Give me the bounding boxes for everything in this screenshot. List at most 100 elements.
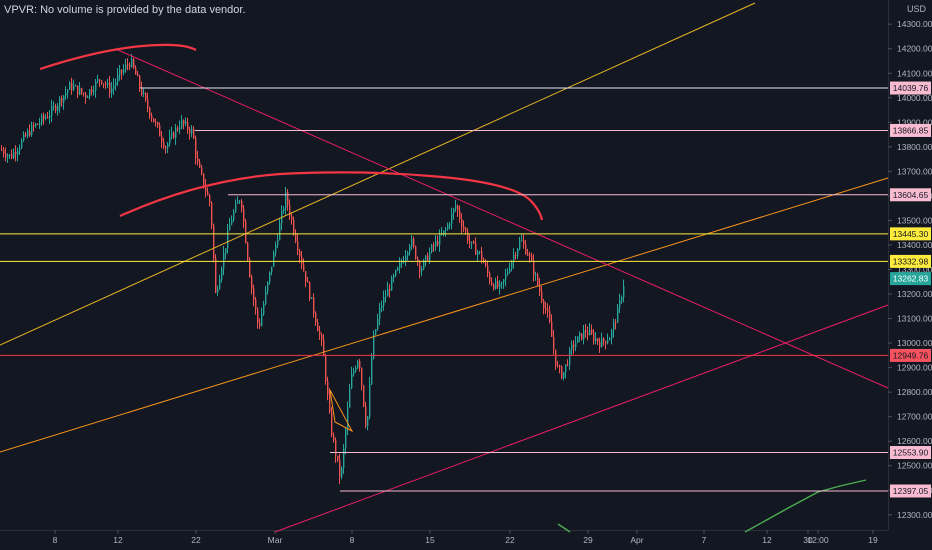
candle-body xyxy=(515,254,517,256)
price-tick-label: 12800.00 xyxy=(897,387,932,397)
candle-body xyxy=(553,336,555,350)
candle-body xyxy=(33,125,35,127)
candle-body xyxy=(337,455,339,460)
candle-body xyxy=(623,286,625,298)
candle-body xyxy=(203,173,205,187)
candle-body xyxy=(531,255,533,261)
candle-body xyxy=(447,224,449,230)
price-tick-label: 12300.00 xyxy=(897,510,932,520)
candle-body xyxy=(547,309,549,312)
candle-body xyxy=(523,240,525,245)
candle-body xyxy=(117,74,119,83)
drawing-layer xyxy=(0,2,889,533)
candle-body xyxy=(167,143,169,149)
candle-body xyxy=(229,224,231,231)
candle-body xyxy=(485,262,487,266)
candle-body xyxy=(449,223,451,225)
candle-body xyxy=(525,244,527,254)
candle-body xyxy=(249,259,251,277)
last-price-tag: 13262.83 xyxy=(893,274,929,284)
candle-body xyxy=(69,82,71,90)
candle-body xyxy=(593,333,595,341)
candle-body xyxy=(487,265,489,274)
candle-body xyxy=(295,233,297,242)
candle-body xyxy=(341,467,343,477)
candle-body xyxy=(99,79,101,81)
candle-body xyxy=(159,125,161,137)
currency-unit[interactable]: USD xyxy=(907,4,927,14)
price-tick-label: 13000.00 xyxy=(897,338,932,348)
candle-body xyxy=(387,288,389,297)
candle-body xyxy=(621,297,623,301)
candle-body xyxy=(241,200,243,209)
candle-body xyxy=(517,248,519,256)
candle-body xyxy=(535,274,537,276)
candle-body xyxy=(533,260,535,276)
triangle-drawing xyxy=(329,389,354,433)
candle-body xyxy=(359,360,361,369)
candle-body xyxy=(339,459,341,477)
candle-body xyxy=(561,366,563,378)
candle-body xyxy=(499,283,501,288)
candle-body xyxy=(261,314,263,326)
candle-body xyxy=(301,256,303,265)
candle-body xyxy=(389,288,391,291)
candle-body xyxy=(185,121,187,124)
descending-trendline-pink xyxy=(117,49,889,389)
price-tick-label: 13900.00 xyxy=(897,117,932,127)
candle-body xyxy=(119,69,121,75)
candle-body xyxy=(541,291,543,301)
candle-body xyxy=(125,64,127,70)
price-tick-label: 12900.00 xyxy=(897,363,932,373)
candle-body xyxy=(309,282,311,299)
price-tick-label: 12700.00 xyxy=(897,412,932,422)
candle-body xyxy=(307,281,309,283)
candle-body xyxy=(399,263,401,268)
time-tick-label: 30 xyxy=(803,535,813,545)
price-tags: 14039.76 13866.85 13604.65 13445.30 13332.98… xyxy=(890,81,931,498)
level-price-tag: 13332.98 xyxy=(893,256,929,266)
price-tick-label: 13300.00 xyxy=(897,265,932,275)
candle-body xyxy=(305,271,307,282)
candle-body xyxy=(217,289,219,293)
candle-body xyxy=(205,186,207,192)
candle-body xyxy=(373,334,375,358)
candle-body xyxy=(245,221,247,243)
candle-body xyxy=(11,154,13,158)
candle-body xyxy=(27,131,29,136)
candle-body xyxy=(457,205,459,211)
candle-body xyxy=(285,191,287,209)
candle-body xyxy=(401,262,403,264)
candle-body xyxy=(397,267,399,271)
candle-body xyxy=(393,275,395,278)
candle-body xyxy=(571,344,573,350)
candle-body xyxy=(23,134,25,141)
horizontal-levels xyxy=(0,87,888,492)
candle-body xyxy=(323,339,325,357)
candle-body xyxy=(223,253,225,269)
candle-body xyxy=(105,83,107,85)
candle-body xyxy=(121,69,123,73)
candle-body xyxy=(453,208,455,214)
candle-body xyxy=(5,154,7,158)
candle-body xyxy=(423,260,425,270)
candle-body xyxy=(417,258,419,262)
candle-body xyxy=(129,65,131,67)
price-tick-label: 13500.00 xyxy=(897,215,932,225)
arc-middle xyxy=(119,171,544,221)
candle-body xyxy=(461,218,463,227)
candle-body xyxy=(577,336,579,343)
price-tick-label: 14300.00 xyxy=(897,19,932,29)
candle-body xyxy=(9,154,11,156)
candle-body xyxy=(49,115,51,118)
candle-body xyxy=(299,250,301,257)
candle-body xyxy=(165,147,167,149)
candle-body xyxy=(237,201,239,204)
candle-body xyxy=(13,152,15,158)
candle-body xyxy=(175,128,177,138)
level-price-tag-bg xyxy=(890,348,931,362)
candle-body xyxy=(59,98,61,106)
candle-body xyxy=(101,80,103,84)
